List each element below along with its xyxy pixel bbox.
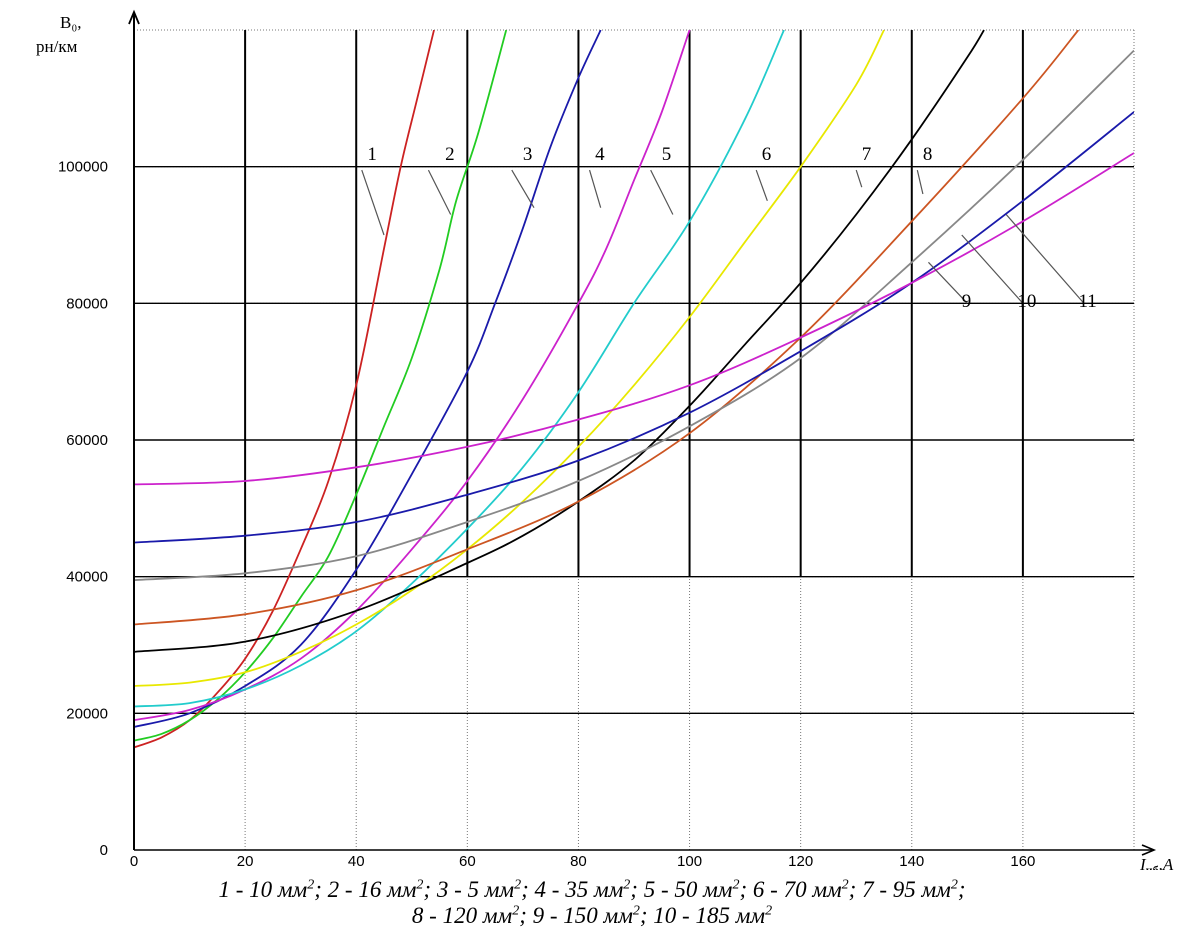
curve-label-3: 3 [523,144,533,165]
curve-label-leaders [361,169,1085,304]
caption-item-7: 7 - 95 мм2 [862,876,958,902]
caption-item-9: 9 - 150 мм2 [532,902,640,928]
curve-label-5: 5 [662,144,672,165]
x-tick-label: 0 [130,853,138,870]
y-tick-label: 40000 [66,569,108,586]
series-line-3 [134,30,602,728]
curve-label-7: 7 [862,144,872,165]
x-axis-arrow-icon [1141,844,1157,856]
x-axis-label-sub: нб [1146,863,1159,870]
x-axis-label-main: I [1139,855,1147,870]
curve-leader-10 [961,234,1024,304]
curve-leader-11 [1005,214,1085,304]
series-line-4 [134,30,691,722]
series-line-6 [134,30,885,687]
curve-leader-6 [755,169,768,202]
caption-item-4: 4 - 35 мм2 [534,876,631,902]
caption-line2: 8 - 120 мм2; 9 - 150 мм2; 10 - 185 мм2 [411,902,773,928]
curve-label-4: 4 [595,144,605,165]
x-axis-label: Iнб,A [1139,855,1174,870]
y-tick-label: 20000 [66,705,108,722]
curves [134,30,1134,749]
tick-labels: 0 20 40 60 80 100 120 140 160 0 20000 40000 60000 800… [58,159,1035,870]
y-axis-label-line1: B₀, [60,13,82,32]
caption-item-8: 8 - 120 мм2 [411,902,520,928]
x-tick-label: 60 [459,853,476,870]
series-line-2 [134,30,508,742]
curve-label-10: 10 [1017,291,1036,312]
curve-leader-8 [916,169,924,195]
caption-item-5: 5 - 50 мм2 [643,876,740,902]
x-tick-label: 160 [1010,853,1035,870]
x-tick-label: 140 [899,853,924,870]
caption-item-6: 6 - 70 мм2 [752,876,849,902]
curve-label-9: 9 [962,291,972,312]
curve-label-1: 1 [367,144,377,165]
series-line-5 [134,30,785,708]
curve-leader-5 [650,169,674,215]
axes [128,9,1157,856]
curve-label-8: 8 [923,144,933,165]
y-tick-label: 60000 [66,432,108,449]
curve-leader-3 [511,169,535,208]
x-tick-label: 40 [348,853,365,870]
curve-labels: 1 2 3 4 5 6 7 8 9 10 11 [367,144,1096,312]
y-axis-label-line2: рн/км [36,37,78,56]
series-line-9 [134,49,1134,581]
y-tick-label: 80000 [66,295,108,312]
curve-leader-1 [361,169,385,236]
x-tick-label: 100 [677,853,702,870]
caption-item-10: 10 - 185 мм2 [653,902,773,928]
x-tick-label: 20 [237,853,254,870]
caption-item-1: 1 - 10 мм2 [218,876,315,902]
curve-leader-9 [928,261,968,304]
curve-leader-7 [855,169,863,188]
chart: 1 2 3 4 5 6 7 8 9 10 11 0 20 40 60 80 100 120 140 160 0 2000… [36,9,1174,870]
curve-leader-2 [427,169,452,215]
series-line-11 [134,152,1134,486]
curve-label-2: 2 [445,144,455,165]
series-line-10 [134,111,1134,544]
series-line-8 [134,30,1080,626]
caption-item-3: 3 - 5 мм2 [436,876,522,902]
curve-label-6: 6 [762,144,772,165]
x-axis-label-unit: ,A [1159,855,1174,870]
caption-line1: 1 - 10 мм2; 2 - 16 мм2; 3 - 5 мм2; 4 - 3… [218,876,966,902]
y-tick-label: 0 [100,842,108,859]
y-tick-label: 100000 [58,159,108,176]
x-tick-label: 80 [570,853,587,870]
curve-label-11: 11 [1078,291,1096,312]
curve-leader-4 [588,169,602,208]
y-axis-arrow-icon [128,9,140,25]
x-tick-label: 120 [788,853,813,870]
caption-item-2: 2 - 16 мм2 [327,876,424,902]
series-line-7 [134,30,985,653]
